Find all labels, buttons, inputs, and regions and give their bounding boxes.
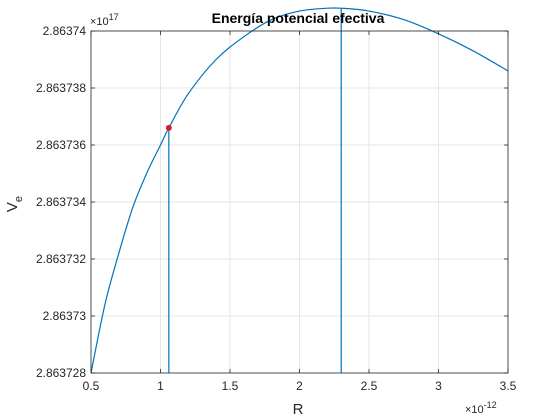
data-marker-point xyxy=(165,124,172,131)
series-line xyxy=(90,7,509,374)
x-tick-label: 3 xyxy=(435,379,442,393)
x-tick-label: 2.5 xyxy=(361,379,378,393)
y-tick-label: 2.863732 xyxy=(36,252,86,266)
y-tick-label: 2.86373 xyxy=(43,309,87,323)
y-exponent-power: 17 xyxy=(109,12,119,22)
x-exponent-label: ×10-12 xyxy=(465,400,497,416)
svg-text:×1017: ×1017 xyxy=(90,12,119,28)
y-exponent-prefix: ×10 xyxy=(90,16,109,28)
x-tick-label: 0.5 xyxy=(83,379,100,393)
y-tick-label: 2.86374 xyxy=(43,24,87,38)
y-tick-label: 2.863728 xyxy=(36,366,86,380)
x-exponent-power: -12 xyxy=(484,400,497,410)
x-exponent-prefix: ×10 xyxy=(465,404,484,416)
chart-title: Energía potencial efectiva xyxy=(212,10,385,26)
y-axis-label-main: V xyxy=(4,202,21,212)
x-tick-label: 1.5 xyxy=(222,379,239,393)
svg-text:Ve: Ve xyxy=(4,196,25,212)
data-layer xyxy=(90,7,509,374)
x-tick-label: 1 xyxy=(157,379,164,393)
svg-text:×10-12: ×10-12 xyxy=(465,400,497,416)
y-axis-label: Ve xyxy=(4,196,25,212)
x-tick-label: 2 xyxy=(296,379,303,393)
x-axis-label: R xyxy=(293,401,304,418)
y-tick-label: 2.863736 xyxy=(36,138,86,152)
ticks: 0.5 1 1.5 2 2.5 3 3.5 2.863728 2.86373 2.863732 2.… xyxy=(36,24,517,393)
y-tick-label: 2.863738 xyxy=(36,81,86,95)
x-tick-label: 3.5 xyxy=(500,379,517,393)
y-tick-label: 2.863734 xyxy=(36,195,86,209)
y-exponent-label: ×1017 xyxy=(90,12,119,28)
y-axis-label-subscript: e xyxy=(13,196,25,202)
